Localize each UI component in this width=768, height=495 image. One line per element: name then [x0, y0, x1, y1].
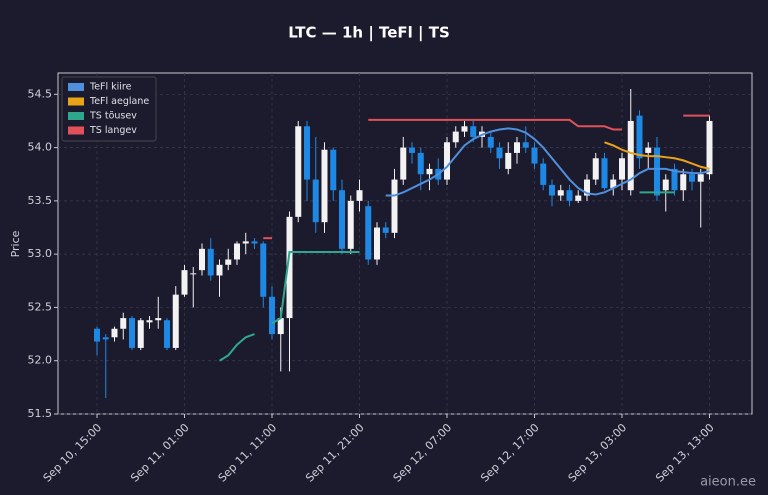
candle-body: [566, 190, 573, 201]
candle-body: [470, 126, 477, 137]
y-tick-label: 52.0: [28, 354, 53, 367]
candle-body: [129, 318, 135, 348]
candle-body: [531, 147, 538, 164]
candle-body: [584, 179, 590, 196]
candle-body: [94, 328, 100, 342]
indicator-line: [368, 118, 622, 131]
candle-body: [382, 227, 389, 233]
candle-body: [557, 190, 564, 196]
legend-box: [61, 76, 157, 142]
candle-body: [619, 158, 625, 180]
candle-body: [662, 179, 669, 191]
candle-body: [111, 328, 118, 338]
candle-body: [347, 200, 354, 249]
candle-body: [172, 294, 179, 348]
y-tick-label: 53.0: [28, 247, 53, 260]
candle-body: [671, 168, 678, 191]
candle-body: [120, 318, 127, 329]
indicator-line: [604, 141, 710, 170]
candle-body: [496, 147, 503, 159]
candle-body: [137, 320, 144, 348]
legend-label: TeFl kiire: [89, 82, 132, 93]
candle-body: [461, 126, 468, 132]
candle-body: [190, 273, 197, 275]
indicator-line: [218, 333, 255, 362]
candle-body: [251, 241, 258, 244]
candle-body: [627, 120, 634, 191]
candle-body: [286, 216, 293, 319]
candle-body: [400, 147, 407, 180]
candle-body: [689, 174, 695, 182]
candle-body: [540, 163, 547, 185]
legend-swatch: [68, 83, 84, 91]
candle-body: [155, 318, 162, 321]
candle-body: [522, 142, 529, 148]
candle-body: [234, 243, 240, 260]
candle-body: [260, 243, 267, 297]
candle-body: [592, 158, 599, 180]
candle-body: [391, 179, 398, 233]
legend-swatch: [68, 126, 84, 135]
candle-body: [269, 296, 275, 335]
chart-title: LTC — 1h | TeFl | TS: [288, 24, 450, 43]
candle-body: [242, 241, 249, 244]
candle-body: [452, 131, 459, 143]
y-tick-label: 52.5: [28, 300, 53, 313]
candle-body: [321, 149, 328, 223]
y-tick-label: 54.5: [28, 87, 53, 100]
y-tick-label: 53.5: [28, 194, 53, 207]
legend: TeFl kiire TeFl aeglane TS tõusev TS langev: [61, 76, 157, 142]
candle-body: [654, 147, 660, 196]
candle-body: [102, 337, 109, 340]
candle-body: [146, 320, 153, 323]
candle-body: [181, 270, 188, 295]
candle-body: [304, 126, 310, 180]
indicator-line: [385, 127, 710, 197]
indicator-line: [271, 251, 360, 325]
y-tick-label: 54.0: [28, 141, 53, 154]
y-tick-label: 51.5: [28, 407, 53, 420]
candle-body: [610, 179, 617, 189]
candle-body: [680, 174, 687, 191]
legend-label: TeFl aeglane: [89, 96, 149, 107]
candle-body: [417, 152, 424, 175]
candle-body: [409, 147, 415, 153]
candle-body: [636, 115, 643, 159]
candle-body: [225, 259, 232, 265]
legend-swatch: [68, 97, 84, 106]
candle-body: [365, 206, 372, 260]
watermark: aieon.ee: [700, 475, 756, 490]
candle-body: [277, 318, 284, 335]
candle-body: [601, 158, 608, 189]
candle-body: [295, 126, 302, 217]
marks: [94, 88, 713, 399]
candle-body: [216, 264, 223, 276]
candle-body: [426, 168, 433, 175]
candle-body: [706, 120, 713, 175]
candle-body: [330, 149, 337, 191]
plot-area: [57, 72, 753, 415]
candle-body: [505, 152, 512, 169]
candle-body: [374, 227, 380, 260]
y-axis-label: Price: [9, 230, 22, 257]
candle-body: [356, 190, 363, 201]
candle-body: [575, 195, 582, 201]
legend-label: TS langev: [89, 125, 137, 136]
legend-swatch: [68, 112, 84, 120]
candle-body: [645, 147, 652, 153]
candle-body: [164, 320, 170, 348]
candle-body: [444, 142, 450, 180]
candle-body: [487, 136, 494, 148]
candle-body: [514, 142, 520, 153]
legend-label: TS tõusev: [89, 111, 137, 122]
candle-body: [697, 174, 704, 182]
candle-body: [339, 190, 345, 249]
candle-body: [549, 184, 555, 196]
candle-body: [312, 179, 319, 223]
candle-body: [207, 248, 214, 276]
candle-body: [199, 248, 205, 271]
